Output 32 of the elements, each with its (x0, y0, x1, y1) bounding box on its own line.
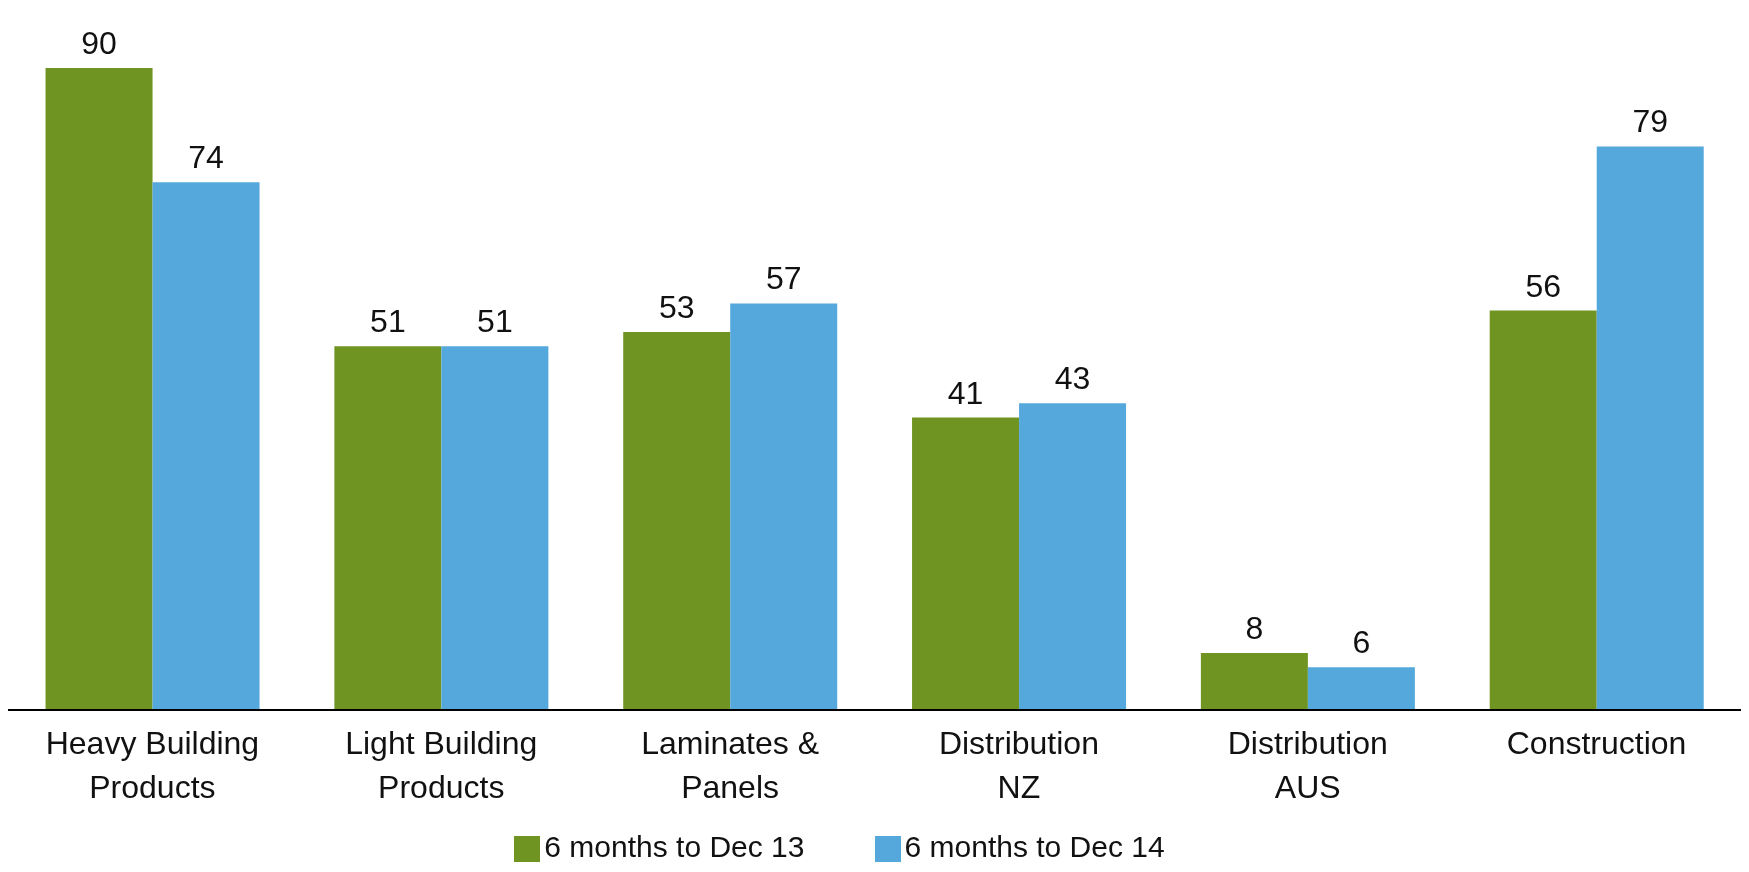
bar (1019, 403, 1127, 710)
data-label: 8 (1245, 609, 1264, 646)
data-label: 51 (370, 303, 406, 340)
data-label: 79 (1632, 103, 1669, 140)
data-label: 6 (1352, 624, 1371, 661)
data-label: 43 (1054, 360, 1091, 397)
bar (730, 303, 838, 710)
bar (334, 346, 442, 710)
bar (623, 331, 731, 710)
x-tick-label: Heavy Building Products (45, 725, 260, 805)
bar (1307, 667, 1415, 710)
bar (1596, 146, 1704, 710)
data-label: 51 (477, 303, 513, 340)
bar (45, 68, 153, 710)
x-tick-label: Light Building Products (345, 725, 538, 805)
bar (1200, 652, 1308, 710)
data-label: 57 (765, 260, 802, 297)
bar (152, 182, 260, 710)
data-label: 41 (947, 374, 984, 411)
bar (1489, 310, 1597, 710)
data-label: 56 (1525, 267, 1562, 304)
data-label: 90 (81, 25, 117, 61)
bar (441, 346, 549, 710)
x-tick-label: Laminates & Panels (641, 725, 820, 805)
x-tick-label: Distribution AUS (1227, 725, 1388, 805)
x-tick-label: Distribution NZ (938, 725, 1099, 805)
data-label: 53 (658, 288, 695, 325)
x-tick-label: Construction (1506, 725, 1687, 761)
data-label: 74 (188, 139, 224, 176)
bar (912, 417, 1020, 710)
legend-label: 6 months to Dec 13 (544, 830, 805, 863)
legend-label: 6 months to Dec 14 (904, 830, 1165, 863)
